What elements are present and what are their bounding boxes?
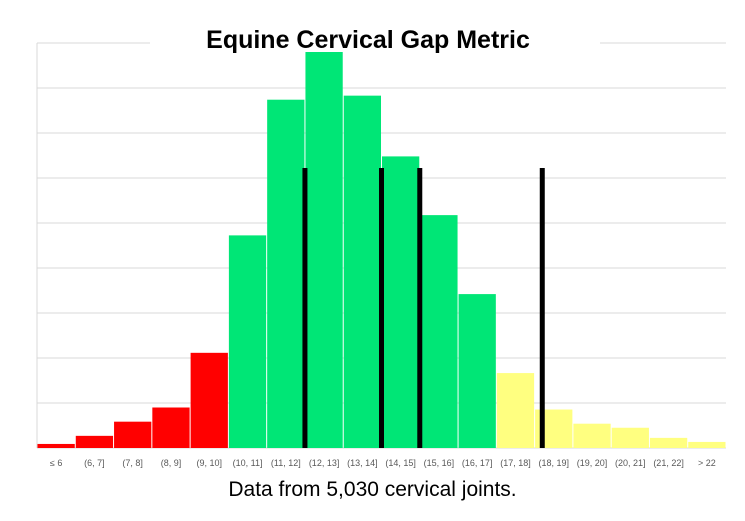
- x-tick-label: (19, 20]: [577, 458, 608, 468]
- x-tick-label: (13, 14]: [347, 458, 378, 468]
- bar: [75, 435, 114, 448]
- x-tick-label: (17, 18]: [500, 458, 531, 468]
- bars: [37, 49, 726, 449]
- x-tick-label: (10, 11]: [233, 458, 263, 468]
- bar: [496, 373, 535, 448]
- x-tick-label: ≤ 6: [50, 458, 62, 468]
- x-tick-label: (18, 19]: [538, 458, 569, 468]
- title-background: [150, 14, 600, 52]
- bar: [228, 235, 267, 448]
- bar: [343, 95, 381, 449]
- x-tick-label: > 22: [698, 458, 716, 468]
- bar: [382, 156, 420, 448]
- x-tick-label: (15, 16]: [424, 458, 455, 468]
- x-tick-label: (16, 17]: [462, 458, 493, 468]
- bar: [267, 99, 305, 448]
- x-tick-label: (6, 7]: [84, 458, 105, 468]
- bar: [573, 423, 611, 448]
- reference-lines: [302, 168, 545, 448]
- x-tick-labels: ≤ 6 (6, 7] (7, 8] (8, 9] (9, 10] (10, 11] (11,…: [50, 458, 716, 468]
- bar: [190, 352, 228, 448]
- bar: [114, 421, 152, 448]
- x-tick-label: (8, 9]: [161, 458, 182, 468]
- bar: [458, 294, 496, 448]
- bar: [305, 49, 343, 448]
- x-tick-label: (14, 15]: [385, 458, 416, 468]
- x-tick-label: (21, 22]: [653, 458, 684, 468]
- chart-caption: Data from 5,030 cervical joints.: [228, 478, 517, 501]
- chart-title: Equine Cervical Gap Metric: [206, 26, 530, 54]
- bar: [649, 437, 688, 448]
- x-tick-label: (12, 13]: [309, 458, 340, 468]
- x-tick-label: (20, 21]: [615, 458, 646, 468]
- bar: [688, 441, 726, 448]
- bar: [37, 443, 75, 448]
- bar: [611, 427, 649, 448]
- x-tick-label: (9, 10]: [196, 458, 222, 468]
- bar: [420, 215, 458, 448]
- bar: [152, 407, 190, 448]
- x-tick-label: (11, 12]: [271, 458, 301, 468]
- x-tick-label: (7, 8]: [122, 458, 143, 468]
